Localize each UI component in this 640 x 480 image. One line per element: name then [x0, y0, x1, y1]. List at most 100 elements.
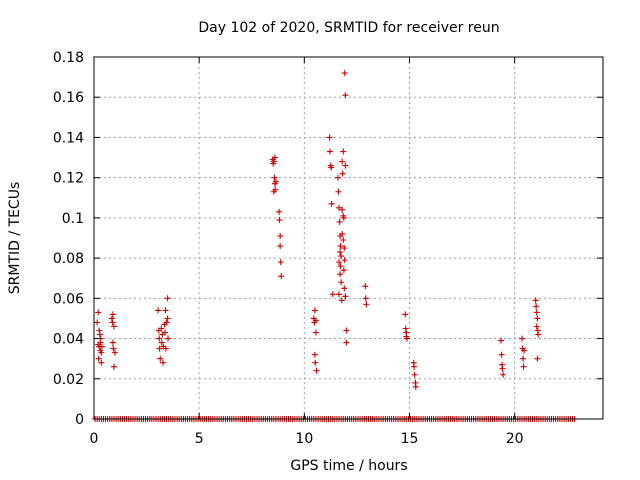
data-point [162, 307, 169, 314]
data-point [277, 259, 284, 266]
data-point [411, 363, 418, 370]
x-tick-label: 20 [506, 431, 524, 447]
data-point [156, 345, 163, 352]
data-point [411, 371, 418, 378]
x-tick-labels: 0 5 10 15 20 [90, 431, 524, 447]
data-point [98, 349, 105, 356]
data-point [337, 243, 344, 250]
plot-frame [93, 56, 604, 420]
data-point [334, 174, 341, 181]
data-point [312, 359, 319, 366]
data-point [96, 331, 103, 338]
data-point [533, 309, 540, 316]
data-point [278, 273, 285, 280]
data-point [270, 158, 277, 165]
data-point [338, 279, 345, 286]
data-point [156, 335, 163, 342]
data-point [533, 323, 540, 330]
data-point [159, 359, 166, 366]
data-point [336, 259, 343, 266]
data-point [336, 218, 343, 225]
data-point [500, 371, 507, 378]
data-point [519, 335, 526, 342]
data-point [403, 335, 410, 342]
data-point [339, 206, 346, 213]
data-point [521, 347, 528, 354]
data-point [277, 232, 284, 239]
data-point [340, 237, 347, 244]
data-point [328, 200, 335, 207]
data-point [270, 188, 277, 195]
data-point [96, 327, 103, 334]
data-point [343, 327, 350, 334]
grid-lines [94, 57, 603, 419]
data-point [402, 311, 409, 318]
data-point [337, 249, 344, 256]
data-point [363, 301, 370, 308]
data-point [109, 339, 116, 346]
data-point [341, 70, 348, 77]
data-point [326, 134, 333, 141]
data-point [108, 315, 115, 322]
data-point [362, 283, 369, 290]
data-point [339, 158, 346, 165]
data-point [340, 148, 347, 155]
data-point [534, 355, 541, 362]
data-point [342, 293, 349, 300]
data-point [402, 325, 409, 332]
data-point [311, 351, 318, 358]
x-axis-title: GPS time / hours [290, 458, 407, 474]
y-axis-title: SRMTID / TECUs [7, 182, 23, 295]
data-point [155, 307, 162, 314]
data-point [158, 325, 165, 332]
data-point [109, 311, 116, 318]
data-point [339, 170, 346, 177]
data-point [313, 367, 320, 374]
data-point [158, 339, 165, 346]
x-tick-label: 10 [295, 431, 313, 447]
data-point [340, 214, 347, 221]
data-point [95, 309, 102, 316]
data-point [338, 297, 345, 304]
data-point [94, 319, 101, 326]
x-tick-label: 5 [195, 431, 204, 447]
data-point [276, 208, 283, 215]
y-tick-label: 0.12 [53, 171, 84, 187]
data-point [163, 319, 170, 326]
data-point [342, 92, 349, 99]
data-point [271, 154, 278, 161]
data-point [339, 230, 346, 237]
data-point [329, 291, 336, 298]
data-point [498, 351, 505, 358]
data-point [164, 295, 171, 302]
data-point [497, 337, 504, 344]
data-point [98, 359, 105, 366]
data-point [338, 253, 345, 260]
data-point [311, 307, 318, 314]
y-tick-label: 0.06 [53, 291, 84, 307]
data-point [534, 315, 541, 322]
y-tick-label: 0.18 [53, 50, 84, 66]
data-point [343, 339, 350, 346]
data-point [336, 204, 343, 211]
y-tick-labels: 0 0.02 0.04 0.06 0.08 0.1 0.12 0.14 0.16 0.18 [53, 50, 84, 428]
y-tick-label: 0.16 [53, 90, 84, 106]
data-point [110, 345, 117, 352]
data-point [312, 317, 319, 324]
data-point [341, 245, 348, 252]
data-point [499, 365, 506, 372]
data-point [277, 243, 284, 250]
y-tick-label: 0 [75, 412, 84, 428]
data-point [341, 285, 348, 292]
y-tick-label: 0.02 [53, 372, 84, 388]
data-point [162, 345, 169, 352]
data-point [312, 329, 319, 336]
data-point [109, 319, 116, 326]
data-point [532, 297, 539, 304]
data-point [412, 383, 419, 390]
axis-ticks [93, 56, 603, 420]
data-point [336, 291, 343, 298]
data-point [157, 355, 164, 362]
data-point [276, 216, 283, 223]
